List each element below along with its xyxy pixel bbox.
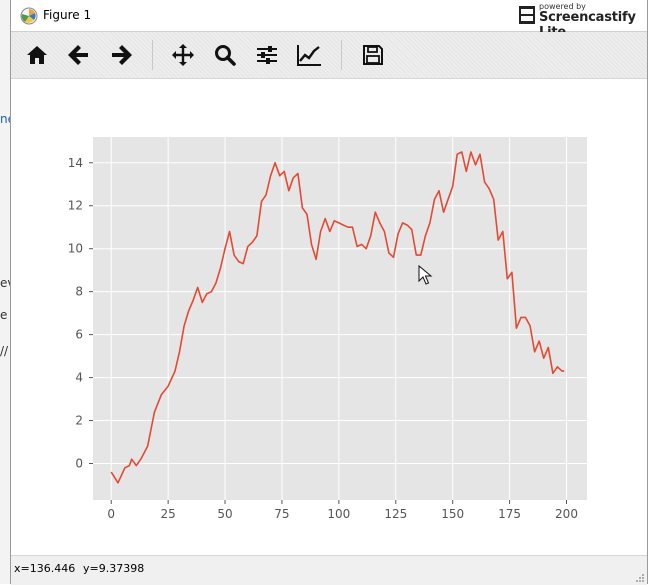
x-tick-label: 200 bbox=[555, 507, 578, 521]
title-bar: Figure 1 powered by Screencastify Lite bbox=[11, 0, 647, 40]
back-button[interactable] bbox=[62, 38, 96, 72]
x-tick-label: 50 bbox=[217, 507, 232, 521]
forward-icon bbox=[112, 45, 132, 65]
home-button[interactable] bbox=[20, 38, 54, 72]
resize-grip-icon[interactable] bbox=[635, 573, 645, 583]
window-title: Figure 1 bbox=[43, 8, 92, 22]
watermark-small-text: powered by bbox=[539, 2, 586, 11]
home-icon bbox=[27, 46, 47, 64]
configure-subplots-icon bbox=[257, 46, 277, 64]
pan-button[interactable] bbox=[166, 38, 200, 72]
film-icon bbox=[519, 6, 535, 24]
y-tick-label: 4 bbox=[75, 371, 83, 385]
x-tick-label: 100 bbox=[327, 507, 350, 521]
navigation-toolbar bbox=[11, 32, 647, 79]
x-tick-label: 150 bbox=[441, 507, 464, 521]
zoom-button[interactable] bbox=[208, 38, 242, 72]
mouse-cursor-icon bbox=[418, 264, 433, 285]
series-line bbox=[110, 151, 565, 484]
y-tick-label: 10 bbox=[68, 242, 83, 256]
figure-canvas[interactable]: 0 25 50 75 100 125 150 175 200 0 2 4 6 8 10 12 14 bbox=[11, 79, 647, 555]
background-text: e bbox=[0, 308, 8, 322]
background-app-strip: ne ev e // bbox=[0, 0, 15, 584]
y-tick-label: 6 bbox=[75, 328, 83, 342]
cursor-y-readout: y=9.37398 bbox=[83, 562, 145, 575]
matplotlib-app-icon bbox=[20, 7, 38, 25]
x-tick-label: 0 bbox=[107, 507, 115, 521]
y-tick-label: 0 bbox=[75, 456, 83, 470]
pan-icon bbox=[172, 44, 194, 66]
save-icon bbox=[363, 45, 383, 65]
edit-axis-button[interactable] bbox=[292, 38, 326, 72]
y-tick-label: 2 bbox=[75, 414, 83, 428]
toolbar-separator bbox=[341, 40, 342, 70]
screencastify-watermark: powered by Screencastify Lite bbox=[519, 2, 641, 40]
configure-subplots-button[interactable] bbox=[250, 38, 284, 72]
x-tick-label: 125 bbox=[384, 507, 407, 521]
background-text: // bbox=[0, 344, 9, 358]
cursor-x-readout: x=136.446 bbox=[14, 562, 76, 575]
y-tick-label: 8 bbox=[75, 285, 83, 299]
x-tick-label: 25 bbox=[160, 507, 175, 521]
y-tick-label: 12 bbox=[68, 199, 83, 213]
x-tick-label: 75 bbox=[274, 507, 289, 521]
zoom-icon bbox=[215, 45, 236, 66]
figure-window: Figure 1 powered by Screencastify Lite bbox=[10, 0, 648, 585]
edit-axis-icon bbox=[297, 45, 321, 66]
status-bar: x=136.446 y=9.37398 bbox=[11, 555, 647, 585]
back-icon bbox=[68, 45, 88, 65]
line-chart[interactable]: 0 25 50 75 100 125 150 175 200 0 2 4 6 8 10 12 14 bbox=[11, 79, 647, 555]
save-button[interactable] bbox=[356, 38, 390, 72]
axes-background bbox=[93, 137, 587, 500]
y-tick-label: 14 bbox=[68, 156, 83, 170]
toolbar-separator bbox=[152, 40, 153, 70]
x-tick-label: 175 bbox=[498, 507, 521, 521]
forward-button[interactable] bbox=[104, 38, 138, 72]
